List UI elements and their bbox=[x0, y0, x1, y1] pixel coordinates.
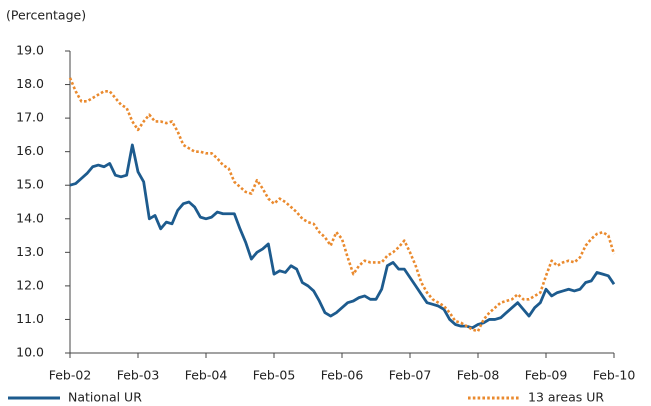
x-tick-label: Feb-02 bbox=[49, 368, 92, 383]
line-series bbox=[69, 143, 616, 330]
x-tick-label: Feb-04 bbox=[185, 368, 228, 383]
line-series bbox=[68, 77, 616, 333]
x-tick-label: Feb-10 bbox=[593, 368, 636, 383]
y-tick-label: 15.0 bbox=[16, 177, 44, 192]
x-tick-label: Feb-08 bbox=[457, 368, 500, 383]
y-tick-label: 18.0 bbox=[16, 76, 44, 91]
y-tick-label: 14.0 bbox=[16, 210, 44, 225]
y-tick-label: 13.0 bbox=[16, 244, 44, 259]
y-tick-label: 11.0 bbox=[16, 311, 44, 326]
y-tick-label: 12.0 bbox=[16, 277, 44, 292]
y-tick-label: 10.0 bbox=[16, 345, 44, 360]
x-tick-label: Feb-07 bbox=[389, 368, 432, 383]
legend-label: National UR bbox=[68, 390, 142, 405]
x-tick-label: Feb-06 bbox=[321, 368, 364, 383]
y-tick-label: 16.0 bbox=[16, 143, 44, 158]
legend-label: 13 areas UR bbox=[528, 390, 604, 405]
y-tick-label: 19.0 bbox=[16, 43, 44, 58]
x-tick-label: Feb-09 bbox=[525, 368, 568, 383]
y-tick-label: 17.0 bbox=[16, 110, 44, 125]
y-axis-label: (Percentage) bbox=[6, 8, 86, 23]
x-tick-label: Feb-03 bbox=[117, 368, 160, 383]
x-tick-label: Feb-05 bbox=[253, 368, 296, 383]
